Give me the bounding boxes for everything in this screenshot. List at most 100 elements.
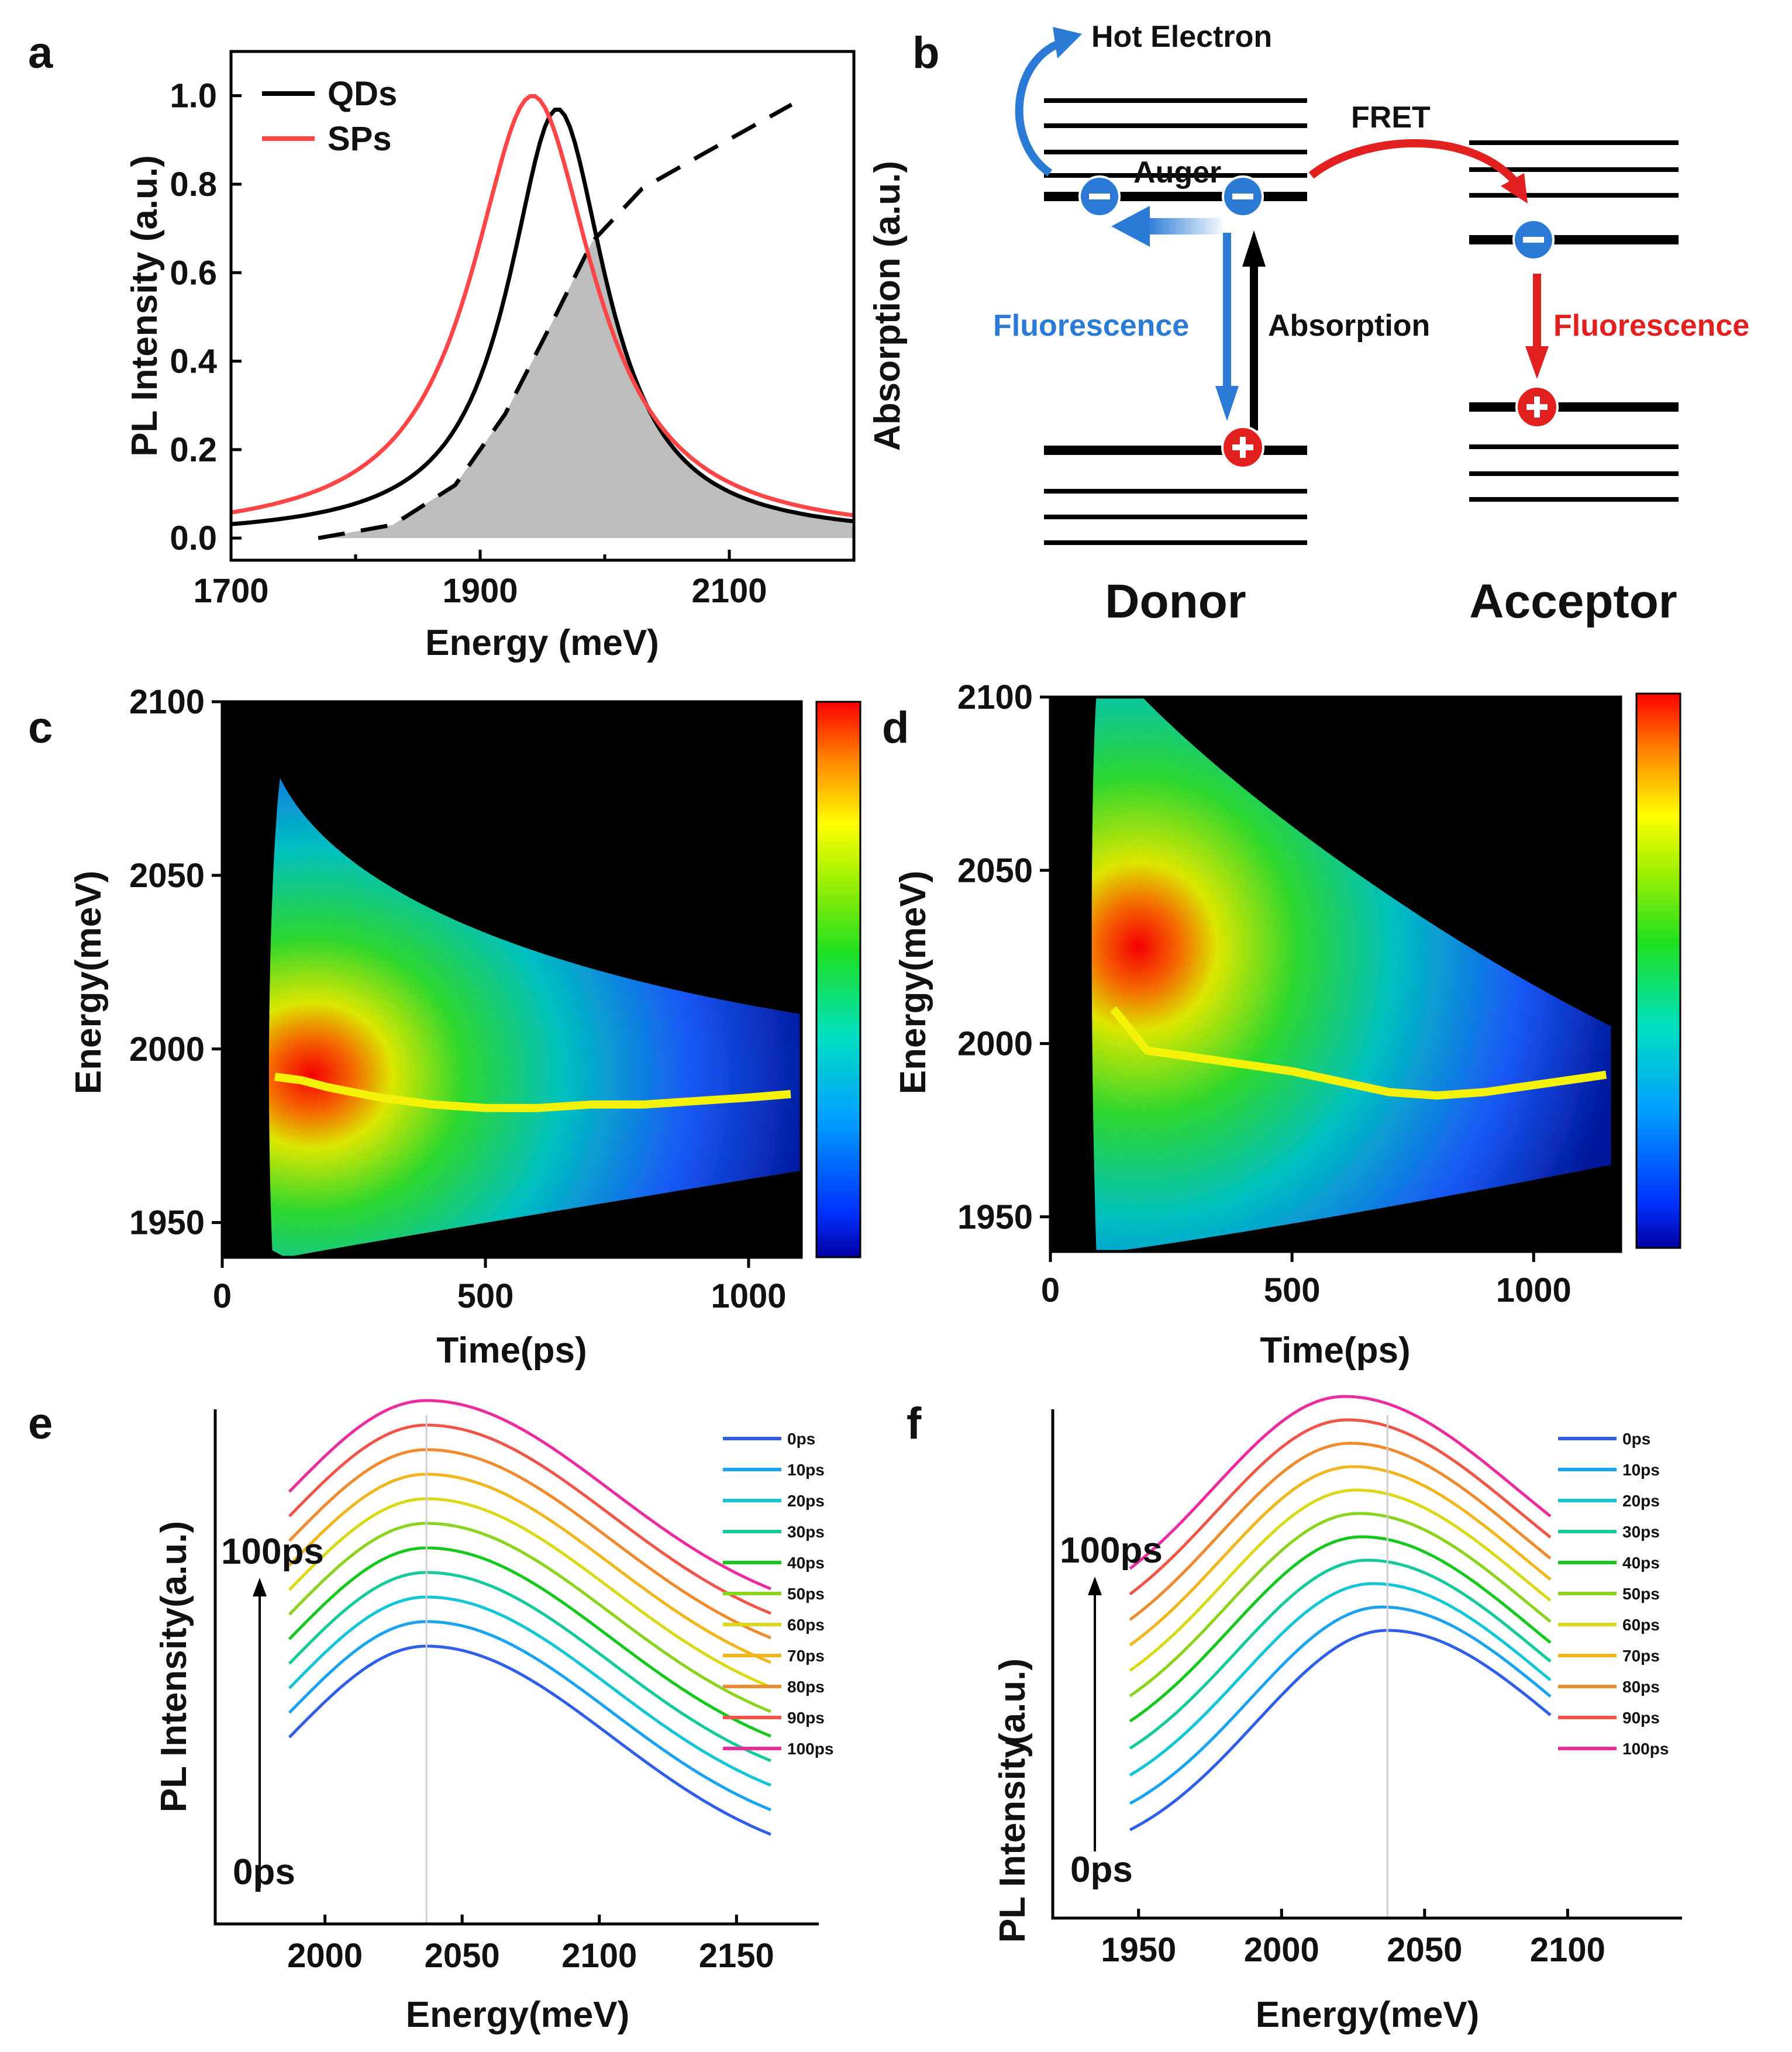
spectrum-60ps [288,1497,771,1689]
legend-label: 80ps [787,1678,825,1696]
spectrum-0ps [288,1644,771,1836]
donor-fluorescence-label: Fluorescence [993,309,1189,343]
a-y-axis-label: PL Intensity (a.u.) [125,155,165,457]
spectrum-80ps [1129,1441,1552,1621]
spectrum-30ps [288,1571,771,1763]
acceptor-fluorescence-arrowhead-icon [1525,346,1549,379]
d-x-axis-label: Time(ps) [1260,1330,1410,1371]
spectrum-70ps [1129,1465,1552,1647]
spectrum-90ps [1129,1418,1552,1596]
a-y-tick-label: 0.8 [170,165,217,204]
spectrum-40ps [288,1546,771,1738]
panel-e-chart: 2000 2050 2100 2150 100ps 0ps 0ps 10ps 20ps 30… [154,1399,833,2035]
x-tick-label: 1000 [1496,1271,1572,1309]
x-tick-label: 2150 [699,1937,774,1975]
c-x-ticks: 0 500 1000 [213,1257,787,1315]
x-tick-label: 500 [1264,1271,1321,1309]
a-axes-frame [229,50,856,562]
a-qds-overlap-fill [318,236,854,539]
legend-label: 40ps [787,1554,825,1572]
spectrum-60ps [1129,1488,1552,1672]
a-y-axis-label-right: Absorption (a.u.) [867,161,908,451]
legend-label: 10ps [787,1461,825,1479]
legend-label: 70ps [1622,1647,1660,1665]
legend-label: 70ps [787,1647,825,1665]
legend-label: 30ps [787,1523,825,1541]
y-tick-label: 2100 [129,683,205,721]
f-spectra [1129,1395,1552,1832]
absorption-label: Absorption [1268,309,1430,343]
e-spectra [288,1399,771,1836]
c-y-axis-label: Energy(meV) [68,871,109,1094]
donor-hole [1221,426,1264,469]
legend-label: 20ps [787,1492,825,1510]
legend-label: 60ps [787,1616,825,1634]
a-y-tick-label: 0.6 [170,254,217,292]
y-tick-label: 2050 [957,851,1033,889]
a-x-tick-label: 1700 [193,572,268,610]
y-tick-label: 2050 [129,857,205,895]
a-absorption-line [318,102,793,540]
panel-d-heatmap: 0 500 1000 1950 2000 2050 2100 Time(ps) Energ… [893,678,1681,1371]
c-axes-frame [220,700,803,1259]
a-y-tick-label: 0.2 [170,431,217,469]
spectrum-30ps [1129,1558,1552,1750]
c-colorbar [815,701,861,1258]
acceptor-electron [1512,219,1555,261]
d-axes-frame [1049,695,1622,1253]
legend-label: 100ps [1622,1740,1669,1758]
panel-c-heatmap: 0 500 1000 1950 2000 2050 2100 Time(ps) Energ… [68,683,861,1371]
legend-label: 100ps [787,1740,833,1758]
legend-label: 50ps [1622,1585,1660,1603]
panel-label-b: b [912,28,939,78]
panel-label-d: d [882,703,909,753]
x-tick-label: 1000 [711,1277,786,1315]
spectrum-40ps [1129,1535,1552,1723]
a-x-ticks: 1700 1900 2100 [193,550,767,610]
hot-electron-arrow [1015,38,1065,177]
a-legend-sps-label: SPs [328,120,392,158]
spectrum-20ps [288,1595,771,1787]
hot-electron-label: Hot Electron [1091,20,1272,54]
f-arrow-top-label: 100ps [1060,1530,1163,1571]
d-y-ticks: 1950 2000 2050 2100 [957,678,1050,1236]
f-axes [1051,1409,1682,1920]
a-x-tick-label: 2100 [691,572,767,610]
x-tick-label: 1950 [1101,1931,1176,1969]
spectrum-20ps [1129,1582,1552,1777]
auger-arrowhead-icon [1111,206,1150,247]
spectrum-70ps [288,1472,771,1664]
a-sps-line [230,94,854,518]
x-tick-label: 2000 [1244,1931,1319,1969]
legend-label: 30ps [1622,1523,1660,1541]
y-tick-label: 2100 [957,678,1033,716]
auger-label: Auger [1133,156,1221,189]
panel-f-chart: 1950 2000 2050 2100 100ps 0ps 0ps 10ps 20ps 30… [993,1395,1682,2035]
spectrum-90ps [288,1423,771,1615]
spectrum-50ps [1129,1512,1552,1698]
acceptor-hole [1515,385,1559,429]
spectrum-0ps [1129,1629,1552,1832]
x-tick-label: 2050 [425,1937,500,1975]
acceptor-fluorescence-label: Fluorescence [1553,309,1749,343]
f-legend: 0ps 10ps 20ps 30ps 40ps 50ps 60ps 70ps 80ps 90ps 1… [1558,1430,1669,1758]
fret-arrowhead-icon [1501,173,1528,204]
legend-label: 20ps [1622,1492,1660,1510]
y-tick-label: 1950 [957,1198,1033,1236]
a-y-tick-label: 0.0 [170,519,217,557]
e-x-axis-label: Energy(meV) [406,1995,629,2035]
y-tick-label: 2000 [129,1030,205,1068]
f-y-axis-unit: (a.u.) [993,1658,1033,1745]
e-arrow-top-label: 100ps [221,1532,324,1572]
legend-label: 90ps [1622,1709,1660,1727]
a-x-axis-label: Energy (meV) [425,623,659,663]
spectrum-10ps [1129,1605,1552,1805]
c-peak-trace [274,1072,791,1112]
x-tick-label: 500 [457,1277,514,1315]
legend-label: 40ps [1622,1554,1660,1572]
d-peak-trace [1109,1006,1607,1100]
fret-arrow [1308,139,1518,184]
panel-b-diagram: Hot Electron Auger Fluorescence Absorpti… [993,20,1749,628]
d-intensity-map [1091,697,1611,1251]
legend-label: 60ps [1622,1616,1660,1634]
